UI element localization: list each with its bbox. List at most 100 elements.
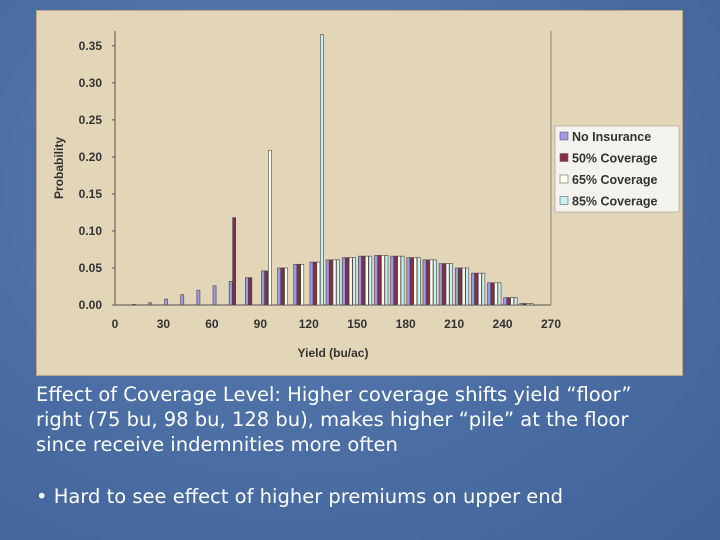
y-tick-label: 0.25 (79, 113, 103, 127)
bar (438, 263, 443, 306)
bar (277, 267, 281, 306)
bar (196, 289, 201, 306)
bar (416, 257, 421, 306)
bar (284, 267, 288, 306)
bar (348, 257, 353, 306)
bar (268, 149, 272, 306)
bar (309, 261, 314, 306)
x-tick-label: 0 (112, 317, 119, 331)
bar (390, 255, 395, 306)
bar (471, 272, 475, 306)
bar (245, 277, 249, 306)
bar (148, 302, 152, 306)
bar (296, 263, 301, 306)
bar (332, 259, 337, 306)
x-tick-label: 60 (205, 317, 219, 331)
bar (316, 261, 321, 306)
bar (164, 298, 168, 306)
legend-swatch (559, 153, 569, 162)
bar (345, 257, 350, 306)
bar (300, 263, 305, 306)
bar (131, 303, 136, 306)
bar (442, 263, 446, 306)
y-tick-label: 0.00 (79, 298, 103, 312)
legend-box (554, 125, 680, 213)
bar (523, 303, 527, 306)
bar (264, 270, 269, 306)
bar (397, 255, 401, 306)
bar (413, 257, 418, 306)
bar (487, 282, 491, 306)
slide-caption: Effect of Coverage Level: Higher coverag… (36, 383, 632, 456)
bar (429, 259, 434, 306)
y-tick-label: 0.15 (79, 187, 103, 201)
bar (293, 263, 298, 306)
y-axis-title: Probability (52, 137, 66, 199)
legend-entry: 85% Coverage (572, 195, 658, 209)
legend-swatch (559, 131, 569, 141)
bar (329, 259, 333, 306)
bar (393, 255, 398, 306)
coverage-yield-chart: 0.00 0.05 0.10 0.15 0.20 0.25 0.30 0.35 0 30 60 90 1… (52, 31, 680, 360)
bar (449, 263, 453, 306)
bar (478, 272, 482, 306)
bar (361, 255, 366, 306)
bar (454, 267, 459, 306)
bar (228, 281, 233, 306)
bar (364, 255, 369, 306)
bar (358, 255, 362, 306)
bar (474, 272, 479, 306)
bar (341, 257, 346, 306)
bar (433, 259, 437, 306)
bar (513, 297, 518, 306)
x-tick-label: 150 (347, 317, 367, 331)
bar (406, 257, 411, 306)
x-tick-label: 240 (493, 317, 513, 331)
bar (352, 257, 356, 306)
bar (261, 270, 265, 306)
bar (490, 282, 495, 306)
x-tick-label: 120 (299, 317, 319, 331)
bar (494, 282, 498, 306)
bar (180, 294, 185, 306)
bar (519, 303, 524, 306)
bar (510, 297, 515, 306)
y-tick-label: 0.20 (79, 150, 103, 164)
bar (461, 267, 466, 306)
bar (526, 303, 531, 306)
y-tick-label: 0.30 (79, 76, 103, 90)
bar (384, 255, 389, 306)
legend-entry: No Insurance (572, 130, 651, 144)
bar (503, 297, 508, 306)
bar (248, 277, 253, 306)
bar (325, 259, 330, 306)
bar (445, 263, 450, 306)
bar (381, 255, 385, 306)
bar (374, 255, 378, 306)
bar (313, 261, 317, 306)
x-tick-label: 180 (396, 317, 416, 331)
bar (336, 259, 340, 306)
bar (377, 255, 382, 306)
bar (320, 34, 324, 306)
bar (506, 297, 511, 306)
bar (497, 282, 502, 306)
bar (400, 255, 405, 306)
bar (280, 267, 285, 306)
bar (465, 267, 470, 306)
legend-swatch (559, 174, 569, 184)
bar (426, 259, 430, 306)
y-tick-label: 0.35 (79, 39, 103, 53)
y-tick-label: 0.10 (79, 224, 103, 238)
bar (458, 267, 463, 306)
bar (422, 259, 427, 306)
bar (212, 285, 217, 306)
bar (481, 272, 486, 306)
y-tick-label: 0.05 (79, 261, 103, 275)
bar (409, 257, 414, 306)
x-tick-label: 270 (541, 317, 561, 331)
slide-bullet: • Hard to see effect of higher premiums … (36, 485, 564, 508)
legend-entry: 65% Coverage (572, 173, 658, 187)
bar (368, 255, 373, 306)
legend-swatch (559, 196, 569, 205)
